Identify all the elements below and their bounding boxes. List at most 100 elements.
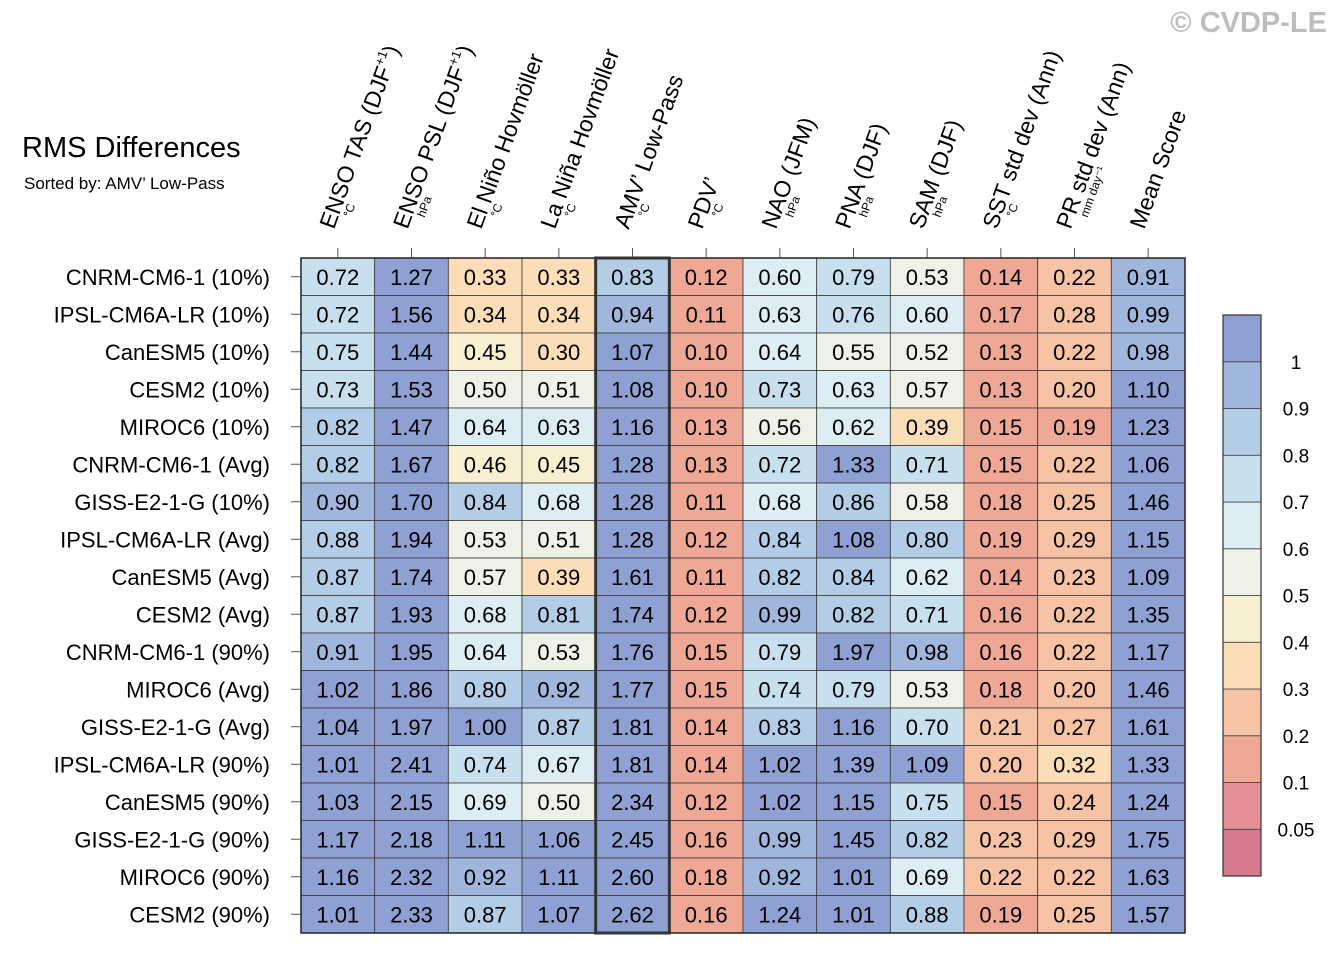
heatmap-cell bbox=[742, 595, 818, 634]
cell-value: 1.24 bbox=[1127, 790, 1170, 815]
heatmap-cells: 0.72 1.27 0.33 0.33 0.83 0.12 0.60 0.79 0.53 0.14… bbox=[300, 256, 1186, 935]
cell-value: 0.74 bbox=[464, 752, 507, 777]
heatmap-cell bbox=[300, 332, 376, 371]
cell-value: 1.28 bbox=[611, 452, 654, 477]
column-unit: °C bbox=[709, 201, 727, 219]
cell-value: 1.74 bbox=[611, 602, 654, 627]
heatmap-cell bbox=[963, 482, 1039, 521]
cell-value: 0.16 bbox=[979, 640, 1022, 665]
heatmap-cell bbox=[374, 332, 449, 371]
heatmap-cell bbox=[595, 595, 670, 634]
cell-value: 1.27 bbox=[390, 265, 433, 290]
cell-value: 0.21 bbox=[979, 715, 1022, 740]
cell-value: 0.79 bbox=[832, 677, 875, 702]
cell-value: 2.15 bbox=[390, 790, 433, 815]
copyright-notice: © CVDP-LE bbox=[1170, 7, 1327, 39]
cell-value: 1.17 bbox=[1127, 640, 1170, 665]
heatmap-cell bbox=[1037, 670, 1112, 709]
cell-value: 0.22 bbox=[1053, 865, 1096, 890]
heatmap-cell bbox=[521, 332, 597, 371]
cell-value: 0.84 bbox=[832, 565, 875, 590]
heatmap-cell bbox=[300, 557, 376, 596]
highlight-column-frame bbox=[594, 256, 671, 935]
row-label: CanESM5 (90%) bbox=[105, 790, 270, 815]
cell-value: 0.71 bbox=[906, 602, 949, 627]
cell-value: 0.73 bbox=[758, 377, 801, 402]
cell-value: 0.80 bbox=[464, 677, 507, 702]
cell-value: 1.23 bbox=[1127, 415, 1170, 440]
heatmap-cell bbox=[1110, 857, 1186, 896]
row-label: MIROC6 (90%) bbox=[120, 865, 270, 890]
column-unit: hPa bbox=[414, 194, 435, 219]
heatmap-cell bbox=[447, 520, 523, 559]
cell-value: 0.10 bbox=[685, 340, 728, 365]
cell-value: 2.18 bbox=[390, 827, 433, 852]
cell-value: 0.16 bbox=[685, 827, 728, 852]
cell-value: 0.88 bbox=[316, 527, 359, 552]
colorbar-segment bbox=[1222, 501, 1262, 550]
cell-value: 1.28 bbox=[611, 490, 654, 515]
heatmap-cell bbox=[963, 295, 1039, 334]
row-label: IPSL-CM6A-LR (90%) bbox=[54, 752, 270, 777]
column-unit: °C bbox=[635, 201, 653, 219]
cell-value: 0.68 bbox=[537, 490, 580, 515]
heatmap-cell bbox=[742, 707, 818, 746]
heatmap-cell bbox=[447, 295, 523, 334]
cell-value: 0.74 bbox=[758, 677, 801, 702]
heatmap-cell bbox=[300, 670, 376, 709]
heatmap-cell bbox=[668, 370, 744, 409]
cell-value: 0.34 bbox=[464, 302, 507, 327]
cell-value: 0.11 bbox=[686, 490, 727, 515]
heatmap-cell bbox=[963, 707, 1039, 746]
row-label: GISS-E2-1-G (90%) bbox=[74, 827, 270, 852]
colorbar-segment bbox=[1222, 641, 1262, 690]
cell-value: 0.15 bbox=[979, 790, 1022, 815]
heatmap-cell bbox=[816, 332, 891, 371]
cell-value: 0.18 bbox=[979, 490, 1022, 515]
column-label: ENSO TAS (DJF+1) bbox=[313, 41, 404, 231]
cell-value: 1.02 bbox=[758, 752, 801, 777]
chart-title: RMS Differences bbox=[22, 132, 241, 164]
cell-value: 1.07 bbox=[537, 902, 580, 927]
cell-value: 2.45 bbox=[611, 827, 654, 852]
row-label: IPSL-CM6A-LR (Avg) bbox=[60, 527, 270, 552]
cell-value: 1.06 bbox=[1127, 452, 1170, 477]
heatmap-cell bbox=[668, 257, 744, 296]
row-label: GISS-E2-1-G (Avg) bbox=[81, 715, 270, 740]
cell-value: 0.81 bbox=[537, 602, 580, 627]
cell-value: 0.14 bbox=[685, 715, 728, 740]
heatmap-cell bbox=[742, 745, 818, 784]
cell-value: 0.46 bbox=[464, 452, 507, 477]
heatmap-cell bbox=[668, 745, 744, 784]
cell-value: 0.29 bbox=[1053, 527, 1096, 552]
cell-value: 0.25 bbox=[1053, 902, 1096, 927]
heatmap-cell bbox=[447, 895, 523, 934]
cell-value: 1.76 bbox=[611, 640, 654, 665]
cell-value: 0.92 bbox=[537, 677, 580, 702]
cell-value: 0.64 bbox=[758, 340, 801, 365]
cell-value: 0.94 bbox=[611, 302, 654, 327]
cell-value: 1.75 bbox=[1127, 827, 1170, 852]
colorbar-tick-label: 0.2 bbox=[1283, 727, 1309, 748]
cell-value: 0.53 bbox=[537, 640, 580, 665]
cell-value: 0.98 bbox=[906, 640, 949, 665]
cell-value: 1.16 bbox=[832, 715, 875, 740]
column-headers: ENSO TAS (DJF+1)°C ENSO PSL (DJF+1)hPa El … bbox=[313, 41, 1191, 258]
heatmap-cell bbox=[889, 595, 965, 634]
heatmap-cell bbox=[816, 670, 891, 709]
row-labels: CNRM-CM6-1 (10%) IPSL-CM6A-LR (10%) CanESM… bbox=[54, 265, 301, 927]
column-unit: °C bbox=[561, 201, 579, 219]
column-unit: °C bbox=[488, 201, 506, 219]
heatmap-cell bbox=[1037, 295, 1112, 334]
row-label: CanESM5 (10%) bbox=[105, 340, 270, 365]
colorbar-segment bbox=[1222, 735, 1262, 783]
column-label: La Niña Hovmöller bbox=[535, 45, 624, 232]
heatmap-cell bbox=[816, 895, 891, 934]
cell-value: 0.13 bbox=[685, 452, 728, 477]
cell-value: 0.92 bbox=[464, 865, 507, 890]
cell-value: 0.22 bbox=[1053, 602, 1096, 627]
cell-value: 0.52 bbox=[906, 340, 949, 365]
heatmap-cell bbox=[521, 782, 597, 821]
row-label: CanESM5 (Avg) bbox=[111, 565, 270, 590]
cell-value: 0.22 bbox=[1053, 265, 1096, 290]
